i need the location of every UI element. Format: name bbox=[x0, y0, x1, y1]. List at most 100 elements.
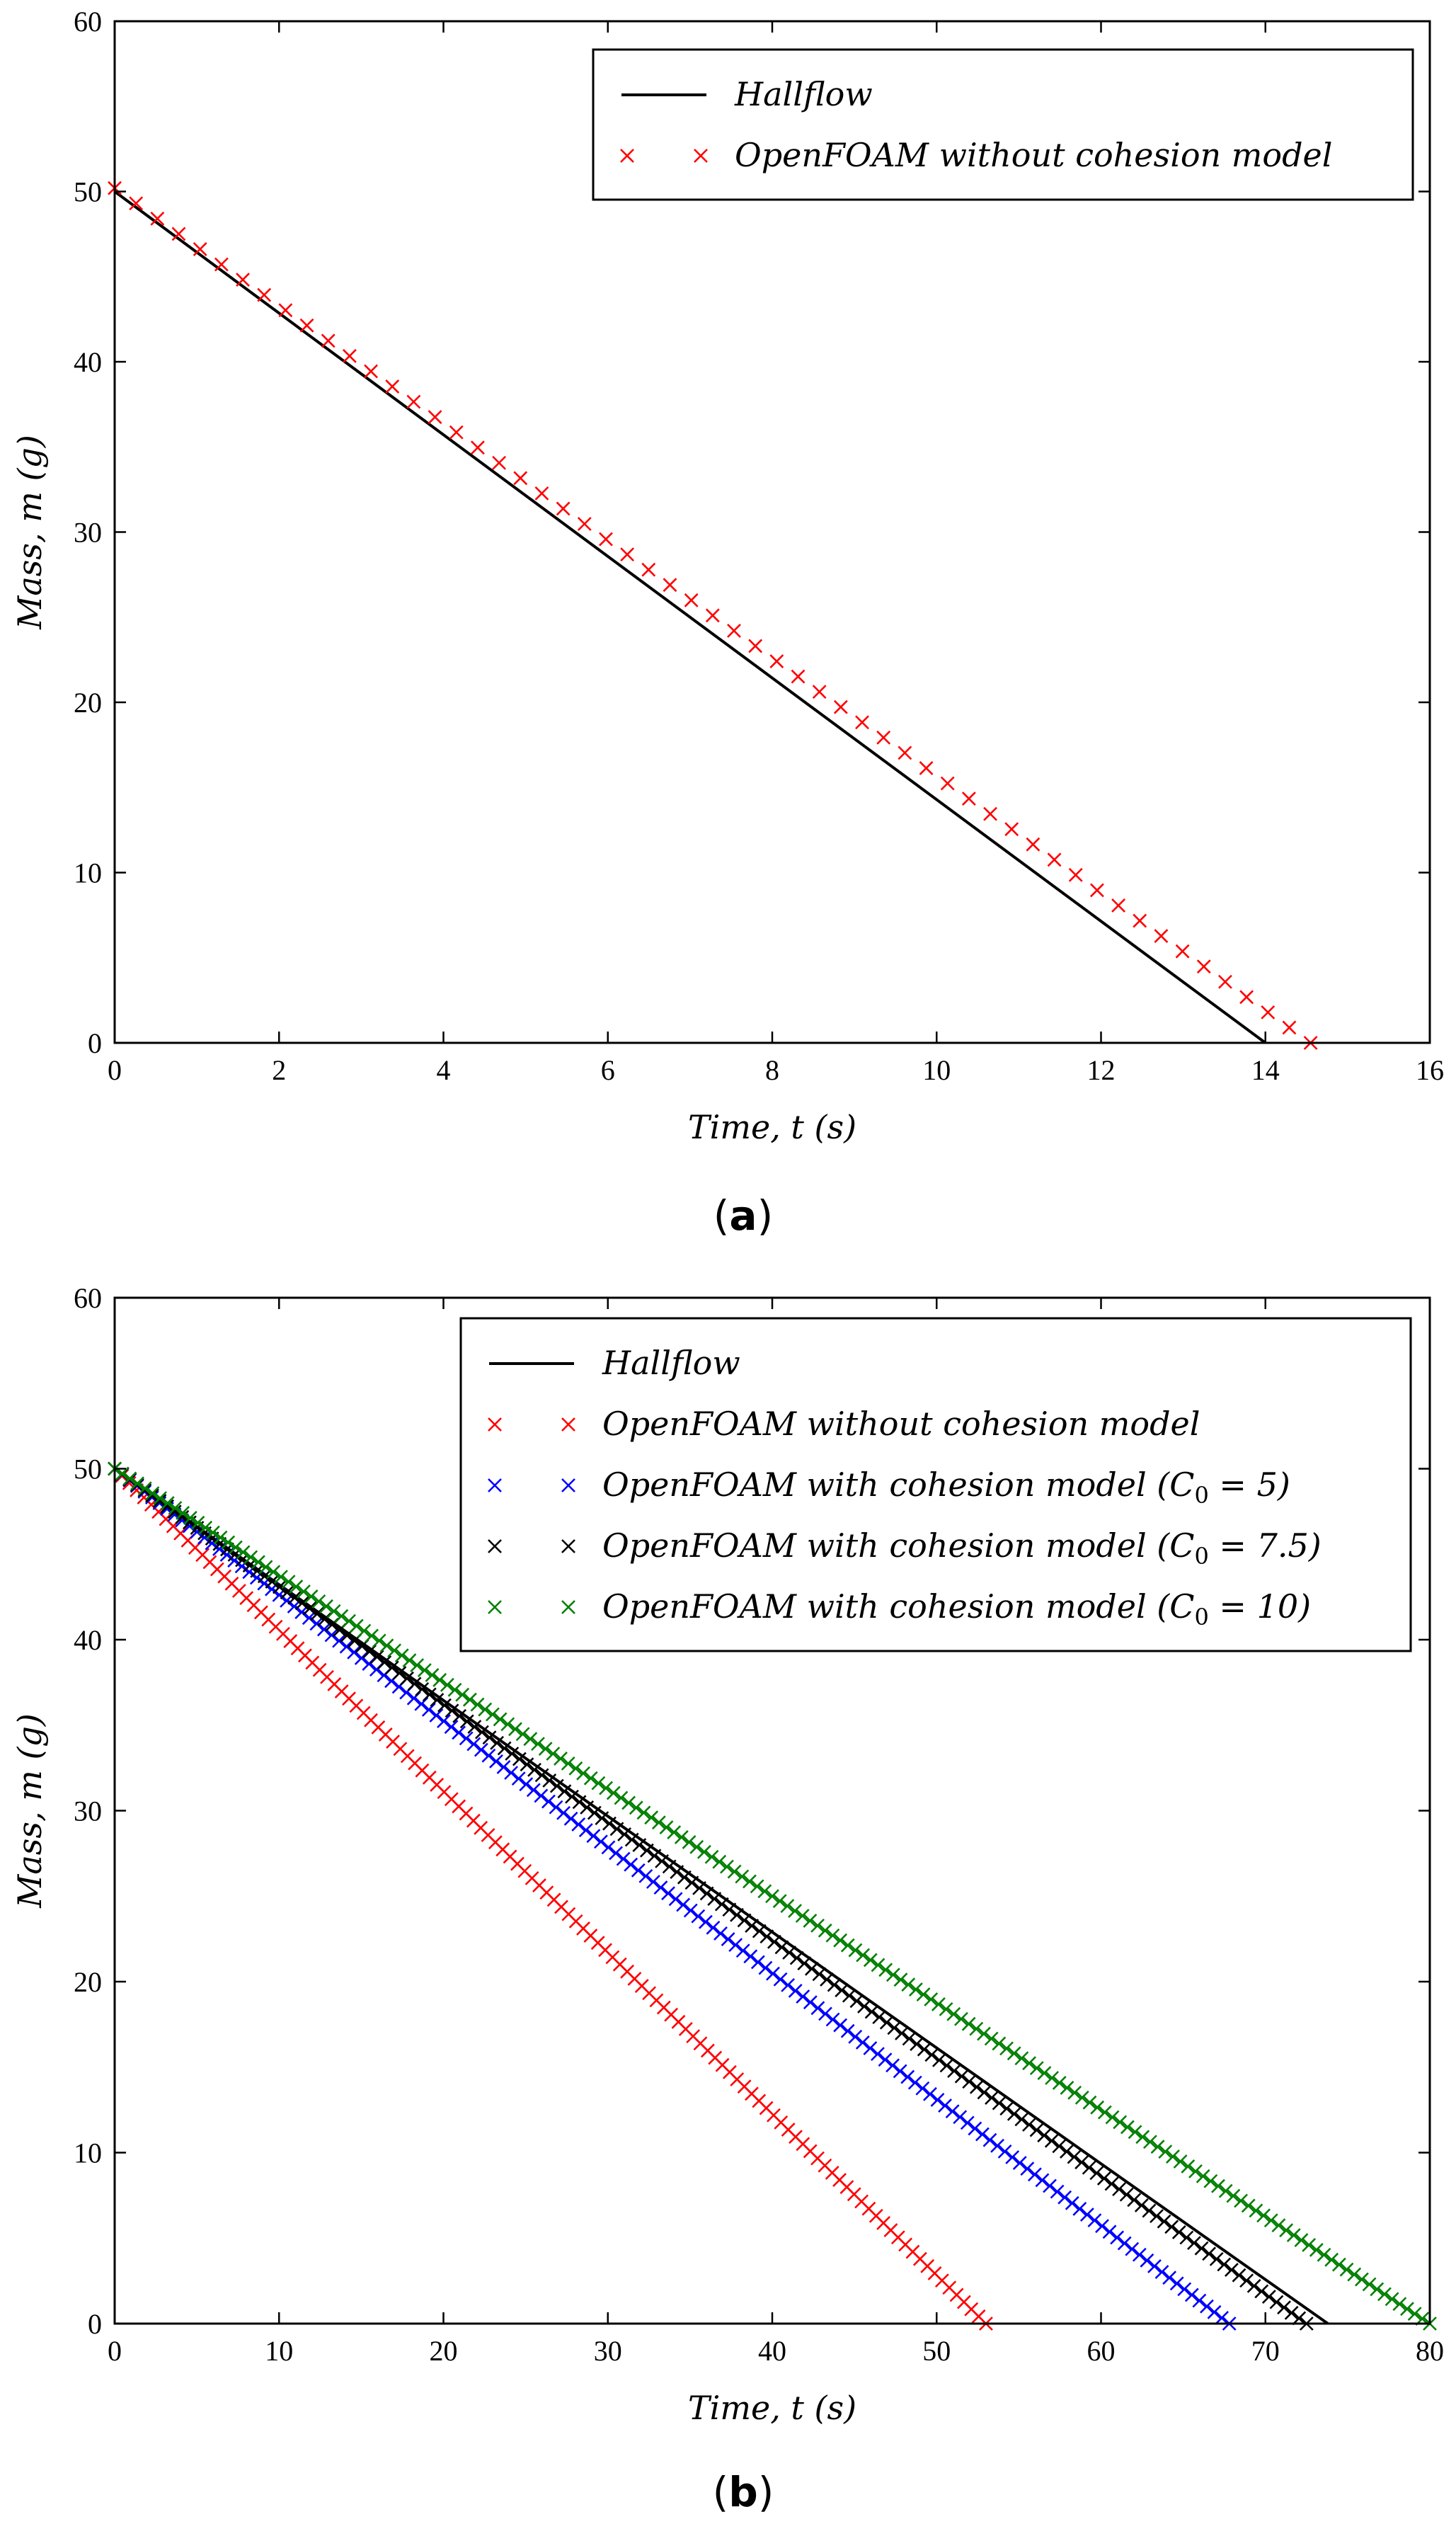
data-point-marker bbox=[1339, 2262, 1354, 2277]
data-point-marker bbox=[1154, 929, 1169, 944]
data-point-marker bbox=[505, 1747, 520, 1761]
data-point-marker bbox=[243, 1550, 258, 1565]
data-point-marker bbox=[523, 1732, 538, 1747]
data-point-marker bbox=[542, 1774, 557, 1788]
data-point-marker bbox=[513, 471, 528, 486]
data-point-marker bbox=[452, 1725, 466, 1740]
data-point-marker bbox=[1392, 2297, 1407, 2312]
data-point-marker bbox=[961, 2016, 976, 2031]
chart-panel-b: 0 10 20 30 40 50 60 70 80 0 10 20 30 40 50 60 Time, t (s… bbox=[11, 1282, 1444, 2516]
x-tick-label: 30 bbox=[594, 2335, 622, 2367]
x-tick-label: 8 bbox=[765, 1054, 779, 1086]
data-point-marker bbox=[602, 1816, 617, 1831]
y-tick-label: 50 bbox=[74, 1453, 102, 1485]
x-tick-label: 16 bbox=[1416, 1054, 1444, 1086]
data-point-marker bbox=[1095, 2219, 1109, 2234]
data-point-marker bbox=[1012, 2156, 1027, 2171]
data-point-marker bbox=[985, 2091, 999, 2105]
data-point-marker bbox=[445, 1703, 459, 1718]
data-point-marker bbox=[803, 1995, 818, 2010]
data-point-marker bbox=[278, 303, 293, 318]
legend-label: Hallflow bbox=[734, 75, 873, 113]
data-point-marker bbox=[1302, 2238, 1317, 2252]
data-point-marker bbox=[975, 2127, 990, 2142]
data-point-marker bbox=[621, 1795, 636, 1810]
data-point-marker bbox=[578, 1823, 593, 1837]
legend-marker-swatch bbox=[561, 1417, 575, 1432]
data-point-marker bbox=[1157, 2214, 1171, 2229]
data-point-marker bbox=[759, 1929, 774, 1944]
data-point-marker bbox=[538, 1742, 553, 1756]
data-point-marker bbox=[662, 1859, 677, 1874]
data-point-marker bbox=[1239, 990, 1254, 1005]
data-point-marker bbox=[556, 1805, 571, 1820]
data-point-marker bbox=[1188, 2164, 1203, 2178]
data-point-marker bbox=[609, 1822, 624, 1837]
data-point-marker bbox=[1263, 2213, 1278, 2228]
legend-marker-swatch bbox=[488, 1539, 502, 1553]
data-point-marker bbox=[1226, 2188, 1241, 2203]
data-point-marker bbox=[668, 1892, 683, 1907]
x-tick-label: 70 bbox=[1251, 2335, 1280, 2367]
data-point-marker bbox=[795, 1909, 810, 1923]
data-point-marker bbox=[497, 1741, 512, 1756]
data-point-marker bbox=[705, 608, 720, 623]
data-point-marker bbox=[334, 1609, 349, 1623]
data-point-marker bbox=[1117, 2236, 1132, 2251]
data-point-marker bbox=[577, 517, 592, 531]
data-point-marker bbox=[1067, 2149, 1082, 2164]
data-point-marker bbox=[274, 1570, 288, 1584]
data-point-marker bbox=[631, 1863, 646, 1878]
data-point-marker bbox=[840, 2023, 855, 2038]
data-point-marker bbox=[780, 1899, 795, 1914]
data-point-marker bbox=[788, 1904, 802, 1918]
data-point-marker bbox=[1082, 2160, 1096, 2175]
data-point-marker bbox=[546, 1747, 561, 1761]
data-point-marker bbox=[258, 1560, 273, 1575]
data-point-marker bbox=[407, 1677, 422, 1691]
data-point-marker bbox=[647, 1849, 662, 1863]
data-point-marker bbox=[810, 2001, 825, 2016]
data-point-marker bbox=[857, 1999, 871, 2014]
legend-entry: Hallflow bbox=[621, 75, 873, 113]
data-point-marker bbox=[365, 1628, 379, 1643]
data-point-marker bbox=[735, 1943, 750, 1958]
data-point-marker bbox=[1202, 2246, 1217, 2261]
data-point-marker bbox=[214, 257, 229, 272]
data-point-marker bbox=[1060, 2144, 1074, 2159]
data-point-marker bbox=[1331, 2257, 1346, 2272]
data-point-marker bbox=[730, 1907, 744, 1922]
y-tick-label: 0 bbox=[88, 2308, 102, 2340]
data-point-marker bbox=[1215, 2310, 1229, 2325]
data-point-marker bbox=[387, 1643, 402, 1658]
data-point-marker bbox=[722, 1902, 737, 1917]
data-point-marker bbox=[447, 1682, 462, 1697]
data-point-marker bbox=[697, 1844, 711, 1859]
y-tick-label: 60 bbox=[74, 6, 102, 38]
data-point-marker bbox=[1181, 2159, 1196, 2174]
data-point-marker bbox=[676, 1897, 691, 1912]
data-point-marker bbox=[339, 1639, 354, 1654]
data-point-marker bbox=[1154, 2265, 1169, 2279]
data-point-marker bbox=[1045, 2071, 1060, 2085]
data-point-marker bbox=[556, 501, 571, 516]
data-point-marker bbox=[1347, 2267, 1362, 2282]
data-point-marker bbox=[917, 2042, 932, 2057]
data-point-marker bbox=[1026, 837, 1041, 852]
data-point-marker bbox=[153, 1491, 167, 1506]
data-point-marker bbox=[474, 1725, 489, 1740]
data-point-marker bbox=[932, 1997, 946, 2011]
data-point-marker bbox=[1407, 2307, 1422, 2321]
data-point-marker bbox=[449, 425, 464, 440]
data-point-marker bbox=[213, 1530, 228, 1545]
legend-entry: Hallflow bbox=[489, 1344, 740, 1382]
x-tick-label: 60 bbox=[1087, 2335, 1116, 2367]
series-markers-4 bbox=[108, 1461, 1437, 2331]
data-point-marker bbox=[302, 1601, 317, 1616]
data-point-marker bbox=[482, 1730, 497, 1745]
data-point-marker bbox=[797, 1956, 812, 1971]
data-point-marker bbox=[459, 1714, 474, 1729]
data-point-marker bbox=[565, 1789, 579, 1804]
data-point-marker bbox=[641, 562, 656, 577]
data-point-marker bbox=[572, 1795, 587, 1810]
